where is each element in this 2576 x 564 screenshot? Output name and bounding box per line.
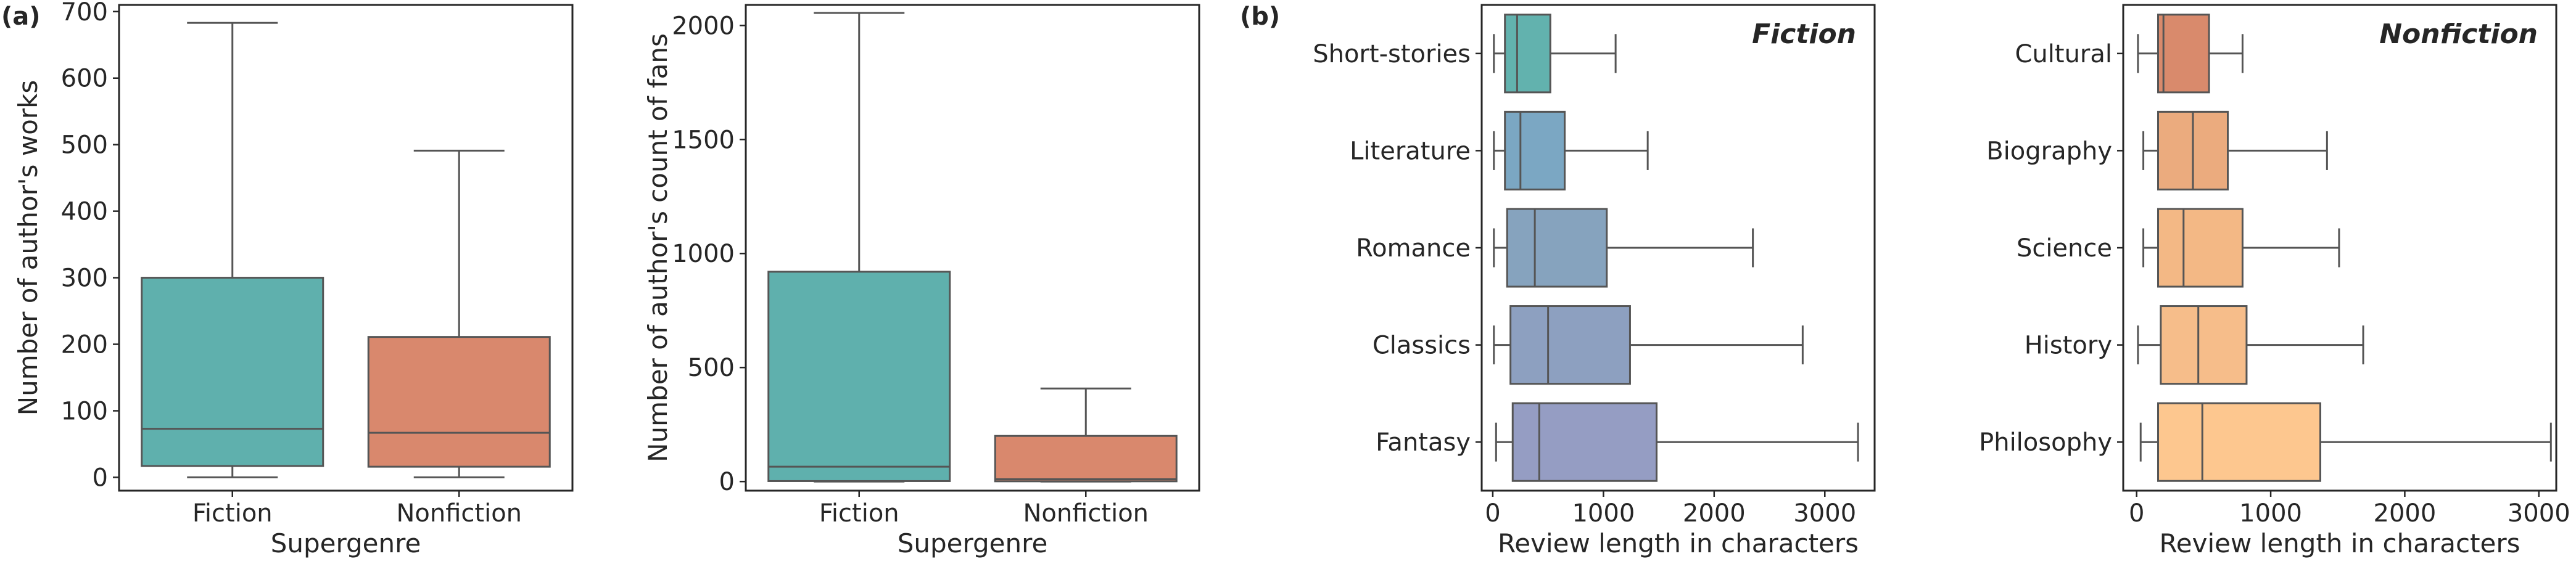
box-short-stories [1504,14,1551,94]
category-label-history: History [2025,332,2112,360]
y-tick-label-0: 0 [93,464,108,492]
y-tick-label-300: 300 [61,264,108,293]
box-fantasy [1511,402,1658,482]
x-axis-label: Review length in characters [2159,528,2520,558]
category-label-fantasy: Fantasy [1376,428,1471,457]
category-label-romance: Romance [1356,234,1471,263]
panel-label-a: (a) [1,2,41,31]
y-tick-label-2000: 2000 [672,12,735,40]
box-cultural [2157,14,2210,94]
plot-frame [745,4,1200,492]
y-tick-label-400: 400 [61,198,108,226]
y-tick-label-100: 100 [61,397,108,425]
y-tick-label-200: 200 [61,331,108,359]
x-tick-label-1000: 1000 [1572,499,1635,528]
y-tick-label-1500: 1500 [672,126,735,154]
x-tick-label-3000: 3000 [2508,499,2570,528]
category-label-classics: Classics [1373,332,1471,360]
plot-frame [1480,4,1876,492]
category-label-literature: Literature [1350,137,1471,165]
x-tick-label-0: 0 [2129,499,2144,528]
box-science [2157,208,2244,288]
plot-frame [118,4,574,492]
y-tick-label-1000: 1000 [672,240,735,268]
box-fiction [141,277,324,467]
x-tick-label-0: 0 [1485,499,1500,528]
box-nonfiction [367,336,551,468]
x-tick-label-3000: 3000 [1793,499,1856,528]
category-label-nonfiction: Nonfiction [396,499,522,528]
chart-title: Nonfiction [2379,18,2538,50]
chart-title: Fiction [1752,18,1856,50]
category-label-science: Science [2017,234,2112,263]
box-philosophy [2157,402,2321,482]
x-tick-label-2000: 2000 [2374,499,2437,528]
category-label-biography: Biography [1986,137,2112,165]
box-history [2160,305,2248,385]
box-literature [1504,110,1566,190]
box-fiction [767,271,951,482]
nonfiction-review-length-boxplot: Cultural Biography Science History Philosoph… [1979,4,2570,558]
fiction-review-length-boxplot: Short-stories Literature Romance Classics Fa… [1313,4,1876,558]
category-label-cultural: Cultural [2015,40,2113,68]
panel-label-b: (b) [1240,2,1280,31]
category-label-short-stories: Short-stories [1313,40,1471,68]
x-tick-label-2000: 2000 [1683,499,1746,528]
plot-frame [2122,4,2557,492]
y-tick-label-0: 0 [719,468,735,496]
y-tick-label-500: 500 [688,354,735,382]
y-tick-label-500: 500 [61,131,108,160]
category-label-fiction: Fiction [192,499,273,528]
y-axis-label: Number of author's count of fans [643,33,673,462]
y-tick-label-700: 700 [61,0,108,27]
box-romance [1506,208,1608,288]
fans-boxplot: Fiction Nonfiction 0 500 1000 1500 2000 Superge… [643,4,1200,558]
category-label-nonfiction: Nonfiction [1023,499,1149,528]
x-axis-label: Review length in characters [1498,528,1859,558]
y-tick-label-600: 600 [61,65,108,93]
x-axis-label: Supergenre [898,528,1048,558]
box-classics [1509,305,1631,385]
category-label-philosophy: Philosophy [1979,428,2112,457]
box-nonfiction [994,435,1178,483]
x-axis-label: Supergenre [271,528,421,558]
x-tick-label-1000: 1000 [2239,499,2302,528]
category-label-fiction: Fiction [819,499,899,528]
y-axis-label: Number of author's works [13,80,43,416]
works-boxplot: Fiction Nonfiction 0 100 200 300 400 500 600 700 S… [13,0,574,558]
